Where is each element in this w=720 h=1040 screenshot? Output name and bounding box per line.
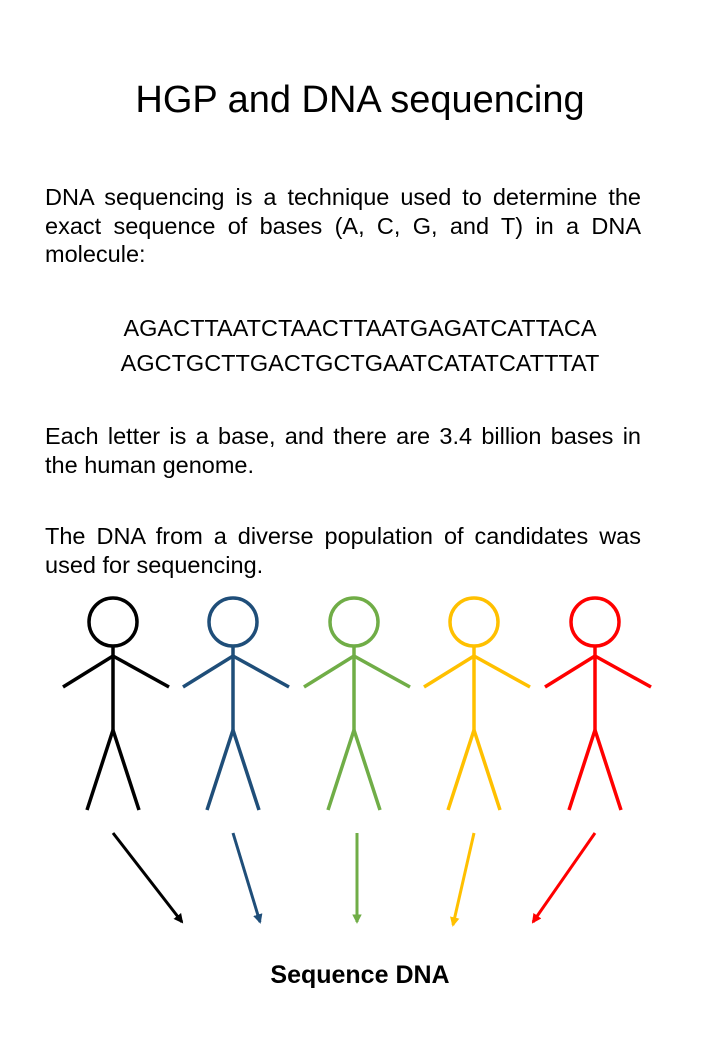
intro-paragraph: DNA sequencing is a technique used to de…	[45, 184, 641, 267]
stick-figure-2	[182, 596, 290, 811]
arrow-4	[450, 832, 476, 927]
bases-fact-paragraph: Each letter is a base, and there are 3.4…	[45, 423, 641, 478]
sequence-dna-label: Sequence DNA	[270, 961, 450, 989]
slide-title: HGP and DNA sequencing	[135, 79, 585, 121]
dna-sequence-line-1: AGACTTAATCTAACTTAATGAGATCATTACA	[123, 315, 597, 341]
arrow-2	[231, 832, 263, 924]
stick-figure-3	[303, 596, 411, 811]
population-note-paragraph: The DNA from a diverse population of can…	[45, 523, 641, 578]
arrow-1	[111, 832, 184, 924]
dna-sequence-line-2: AGCTGCTTGACTGCTGAATCATATCATTTAT	[120, 350, 600, 376]
stick-figure-5	[544, 596, 652, 811]
stick-figure-1	[62, 596, 170, 811]
arrow-5	[531, 832, 597, 924]
stick-figure-4	[423, 596, 531, 811]
